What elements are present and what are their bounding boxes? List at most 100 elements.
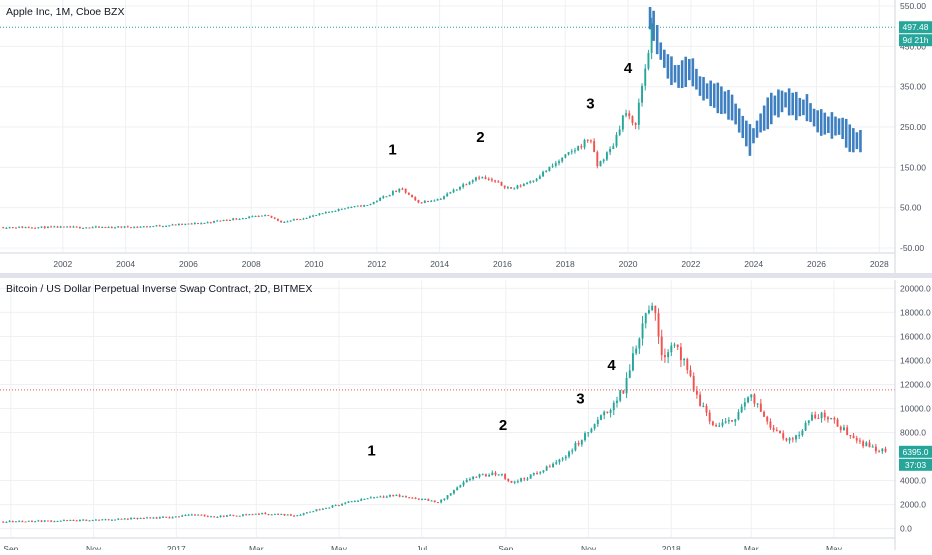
price-tick-label: 250.00 bbox=[900, 122, 926, 132]
projection-bar bbox=[766, 97, 770, 130]
time-tick-label: 2016 bbox=[493, 259, 512, 269]
candle-body bbox=[136, 226, 139, 228]
candle-body bbox=[577, 146, 580, 151]
candle-body bbox=[88, 520, 91, 522]
time-tick-label: 2024 bbox=[744, 259, 763, 269]
candle-body bbox=[494, 472, 497, 475]
price-tick-label: 20000.0 bbox=[900, 283, 931, 293]
candle-body bbox=[34, 521, 37, 523]
projection-bar bbox=[730, 94, 734, 121]
candle-body bbox=[615, 134, 618, 147]
projection-bar bbox=[652, 10, 655, 41]
candle-body bbox=[487, 178, 490, 180]
candle-body bbox=[385, 496, 388, 498]
projection-bar bbox=[816, 110, 819, 133]
candle-body bbox=[433, 500, 436, 503]
projection-bar bbox=[805, 94, 809, 122]
candle-body bbox=[98, 226, 100, 228]
candle-body bbox=[605, 152, 608, 160]
candle-body bbox=[490, 179, 493, 181]
projection-bar bbox=[748, 124, 752, 156]
bitcoin-chart-pane[interactable]: 1 2 3 4 Bitcoin / US Dollar Perpetual Inver… bbox=[0, 280, 932, 554]
candle-body bbox=[539, 472, 542, 474]
candle-body bbox=[200, 514, 203, 516]
price-tick-label: 12000.0 bbox=[900, 379, 931, 389]
candle-body bbox=[628, 113, 631, 117]
candle-body bbox=[238, 218, 241, 220]
candle-body bbox=[27, 227, 30, 229]
candle-body bbox=[302, 218, 305, 220]
candle-body bbox=[833, 418, 836, 420]
candle-body bbox=[858, 440, 861, 442]
wave-label-3: 3 bbox=[586, 95, 594, 112]
candle-body bbox=[753, 394, 756, 404]
candle-body bbox=[225, 219, 228, 221]
candle-body bbox=[334, 505, 337, 507]
candle-body bbox=[286, 514, 289, 516]
candle-body bbox=[529, 474, 532, 479]
candle-body bbox=[564, 456, 567, 459]
candle-body bbox=[5, 521, 8, 523]
price-tick-label: 10000.0 bbox=[900, 404, 931, 414]
candle-body bbox=[456, 487, 459, 491]
time-tick-label: 2022 bbox=[681, 259, 700, 269]
candle-body bbox=[631, 116, 634, 123]
candle-body bbox=[881, 448, 884, 452]
candle-body bbox=[206, 222, 209, 224]
candle-body bbox=[650, 23, 653, 53]
candle-body bbox=[740, 406, 743, 413]
wave-label-3: 3 bbox=[576, 391, 584, 408]
candle-body bbox=[357, 500, 359, 502]
candle-body bbox=[117, 518, 120, 520]
candle-body bbox=[369, 203, 372, 205]
candle-body bbox=[586, 139, 589, 141]
apple-time-scale[interactable]: 2002 2004 2006 2008 2010 2012 2014 2016 2018 2020… bbox=[0, 252, 895, 269]
candle-body bbox=[139, 226, 142, 228]
candle-body bbox=[120, 518, 123, 520]
candle-body bbox=[699, 394, 702, 406]
candle-body bbox=[69, 226, 72, 228]
apple-last-price-label: 497.48 9d 21h bbox=[899, 21, 932, 47]
candle-body bbox=[484, 474, 487, 477]
candle-body bbox=[82, 519, 85, 521]
candle-body bbox=[679, 347, 682, 361]
candle-body bbox=[360, 499, 363, 501]
projection-bar bbox=[837, 118, 841, 135]
candle-body bbox=[337, 209, 340, 211]
candle-body bbox=[628, 370, 631, 378]
candle-body bbox=[711, 421, 714, 426]
wave-label-2: 2 bbox=[476, 129, 484, 146]
candle-body bbox=[584, 433, 586, 441]
apple-price-scale[interactable]: 550.00 450.00 350.00 250.00 150.00 50.00 -50.0… bbox=[894, 0, 926, 273]
candle-body bbox=[59, 226, 62, 228]
candle-body bbox=[305, 218, 308, 220]
candle-body bbox=[276, 218, 279, 221]
candle-body bbox=[181, 515, 184, 517]
candle-body bbox=[43, 520, 46, 522]
candle-body bbox=[18, 521, 21, 523]
candle-body bbox=[382, 496, 385, 498]
candle-body bbox=[427, 498, 430, 501]
candle-body bbox=[609, 410, 612, 413]
time-tick-label: 2017 bbox=[167, 544, 186, 550]
candle-body bbox=[506, 187, 509, 189]
candle-body bbox=[427, 201, 429, 203]
candle-body bbox=[296, 515, 299, 517]
candle-body bbox=[625, 377, 628, 394]
candle-body bbox=[538, 176, 541, 179]
candle-body bbox=[331, 211, 334, 213]
bitcoin-price-scale[interactable]: 20000.0 18000.0 16000.0 14000.0 12000.0 10000… bbox=[894, 280, 931, 550]
candle-body bbox=[637, 102, 640, 125]
candle-body bbox=[532, 472, 535, 475]
candle-body bbox=[820, 412, 823, 419]
candle-body bbox=[324, 211, 327, 214]
candle-body bbox=[267, 215, 270, 217]
pane-separator[interactable] bbox=[0, 273, 932, 278]
candle-body bbox=[667, 352, 670, 358]
candle-body bbox=[567, 152, 570, 155]
candle-body bbox=[222, 219, 225, 221]
apple-chart-pane[interactable]: 1 2 3 4 Apple Inc, 1M, Cboe BZX 550.00 450.0… bbox=[0, 0, 932, 273]
bitcoin-time-scale[interactable]: Sep Nov 2017 Mar May Jul Sep Nov 2018 Mar May bbox=[0, 537, 895, 554]
candle-body bbox=[727, 420, 730, 422]
candle-body bbox=[417, 199, 420, 203]
